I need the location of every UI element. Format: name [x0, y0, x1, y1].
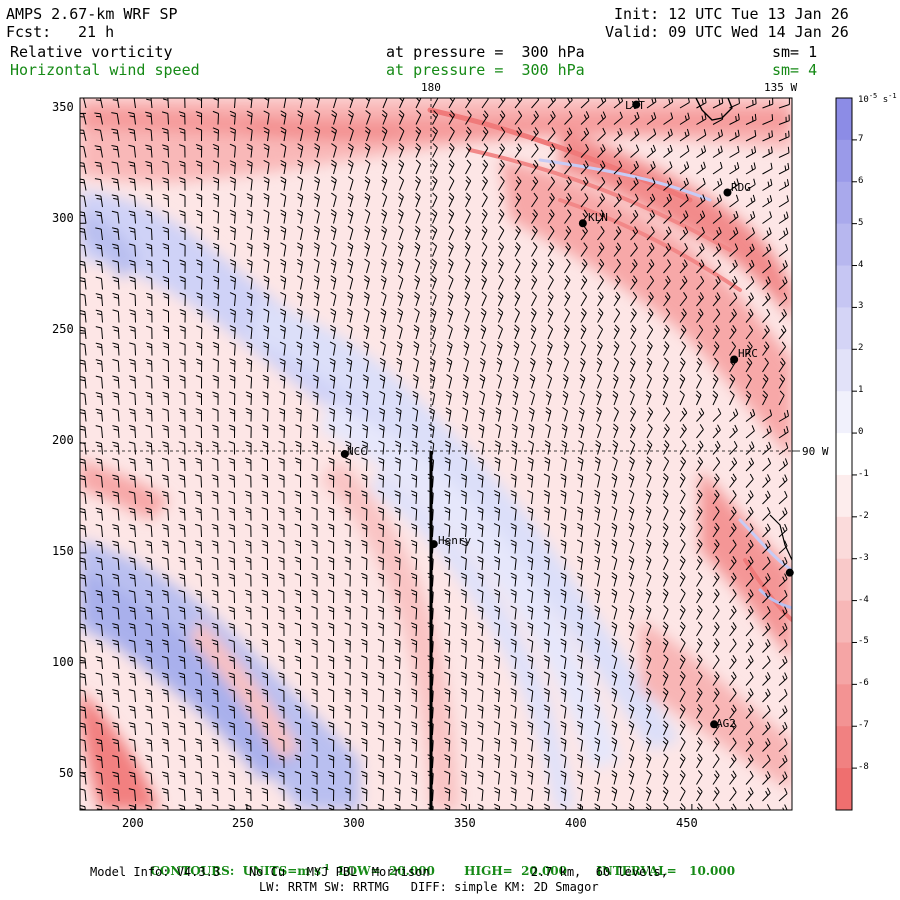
parallel-label-90w: 90 W	[802, 445, 829, 458]
station-label-ncc: NCC	[347, 445, 367, 458]
station-markers	[340, 100, 794, 729]
colorbar-label: 4	[858, 259, 864, 270]
model-info-line1: Model Info: V4.3.3 No Cu MYJ PBL Morriso…	[90, 865, 668, 879]
field2-level: at pressure = 300 hPa	[386, 61, 585, 79]
x-tick-label: 250	[232, 816, 254, 830]
y-tick-label: 350	[52, 100, 74, 114]
valid-time: Valid: 09 UTC Wed 14 Jan 26	[605, 23, 849, 41]
y-tick-label: 200	[52, 433, 74, 447]
station-dot	[632, 100, 641, 109]
colorbar-label: 2	[858, 343, 864, 354]
station-label-hrc: HRC	[738, 347, 758, 360]
colorbar-label: 6	[858, 175, 864, 186]
station-dot	[723, 188, 732, 197]
colorbar-label: 5	[858, 217, 864, 228]
coastline-east	[769, 514, 792, 561]
station-label-ag2: AG2	[716, 717, 736, 730]
init-time: Init: 12 UTC Tue 13 Jan 26	[614, 5, 849, 23]
colorbar-label: 7	[858, 133, 864, 144]
station-dot	[429, 540, 438, 549]
colorbar-label: -6	[858, 678, 869, 689]
coastline	[695, 98, 733, 121]
x-tick-label: 400	[565, 816, 587, 830]
station-dot	[340, 450, 349, 458]
colorbar-label: 0	[858, 427, 864, 438]
station-dot	[785, 568, 794, 577]
map-frame	[79, 97, 793, 811]
contour-units-exponent: -1	[320, 862, 330, 872]
barb-glyphs	[80, 98, 790, 810]
y-tick-label: 150	[52, 544, 74, 558]
y-tick-label: 50	[59, 766, 74, 780]
colorbar-label: -7	[858, 720, 869, 731]
contour-units: CONTOURS: UNITS=m s	[150, 864, 321, 878]
y-tick-label: 100	[52, 655, 74, 669]
colorbar-label: 3	[858, 301, 864, 312]
colorbar-unit: 10-5 s-1	[858, 92, 897, 105]
field1-level: at pressure = 300 hPa	[386, 43, 585, 61]
colorbar-label: -5	[858, 636, 869, 647]
station-dot	[578, 219, 587, 228]
station-label-lvt: LVT	[625, 99, 645, 112]
colorbar-label: -1	[858, 468, 869, 479]
x-tick-label: 200	[122, 816, 144, 830]
colorbar-label: -8	[858, 762, 869, 773]
forecast-hour-value: 21 h	[78, 23, 115, 41]
field2-name: Horizontal wind speed	[10, 61, 200, 79]
station-dot	[730, 355, 739, 364]
field1-name: Relative vorticity	[10, 43, 173, 61]
forecast-hour-label: Fcst:	[6, 23, 52, 41]
meridian-label-180: 180	[421, 81, 441, 94]
meridian-label-135w: 135 W	[764, 81, 798, 94]
station-label-kln: KLN	[588, 211, 608, 224]
colorbar-label: 1	[858, 385, 864, 396]
x-tick-label: 450	[676, 816, 698, 830]
wind-barbs	[80, 98, 790, 810]
contour-limits: LOW= 20.000 HIGH= 20.000 INTERVAL= 10.00…	[329, 864, 736, 878]
x-tick-label: 350	[454, 816, 476, 830]
colorbar-label: -3	[858, 552, 869, 563]
y-tick-label: 250	[52, 322, 74, 336]
station-dot	[710, 720, 719, 729]
axis-ticks	[80, 112, 693, 810]
field2-smoothing: sm= 4	[772, 61, 818, 79]
contour-info: CONTOURS: UNITS=m s-1 LOW= 20.000 HIGH= …	[142, 851, 735, 877]
station-label-henry: Henry	[438, 534, 472, 547]
model-title: AMPS 2.67-km WRF SP	[6, 5, 178, 23]
model-info-line2: LW: RRTM SW: RRTMG DIFF: simple KM: 2D S…	[259, 880, 599, 894]
colorbar-label: -4	[858, 594, 869, 605]
y-tick-label: 300	[52, 211, 74, 225]
colorbar-label: -2	[858, 510, 869, 521]
field1-smoothing: sm= 1	[772, 43, 818, 61]
station-label-rdg: RDG	[731, 181, 751, 194]
x-tick-label: 300	[343, 816, 365, 830]
